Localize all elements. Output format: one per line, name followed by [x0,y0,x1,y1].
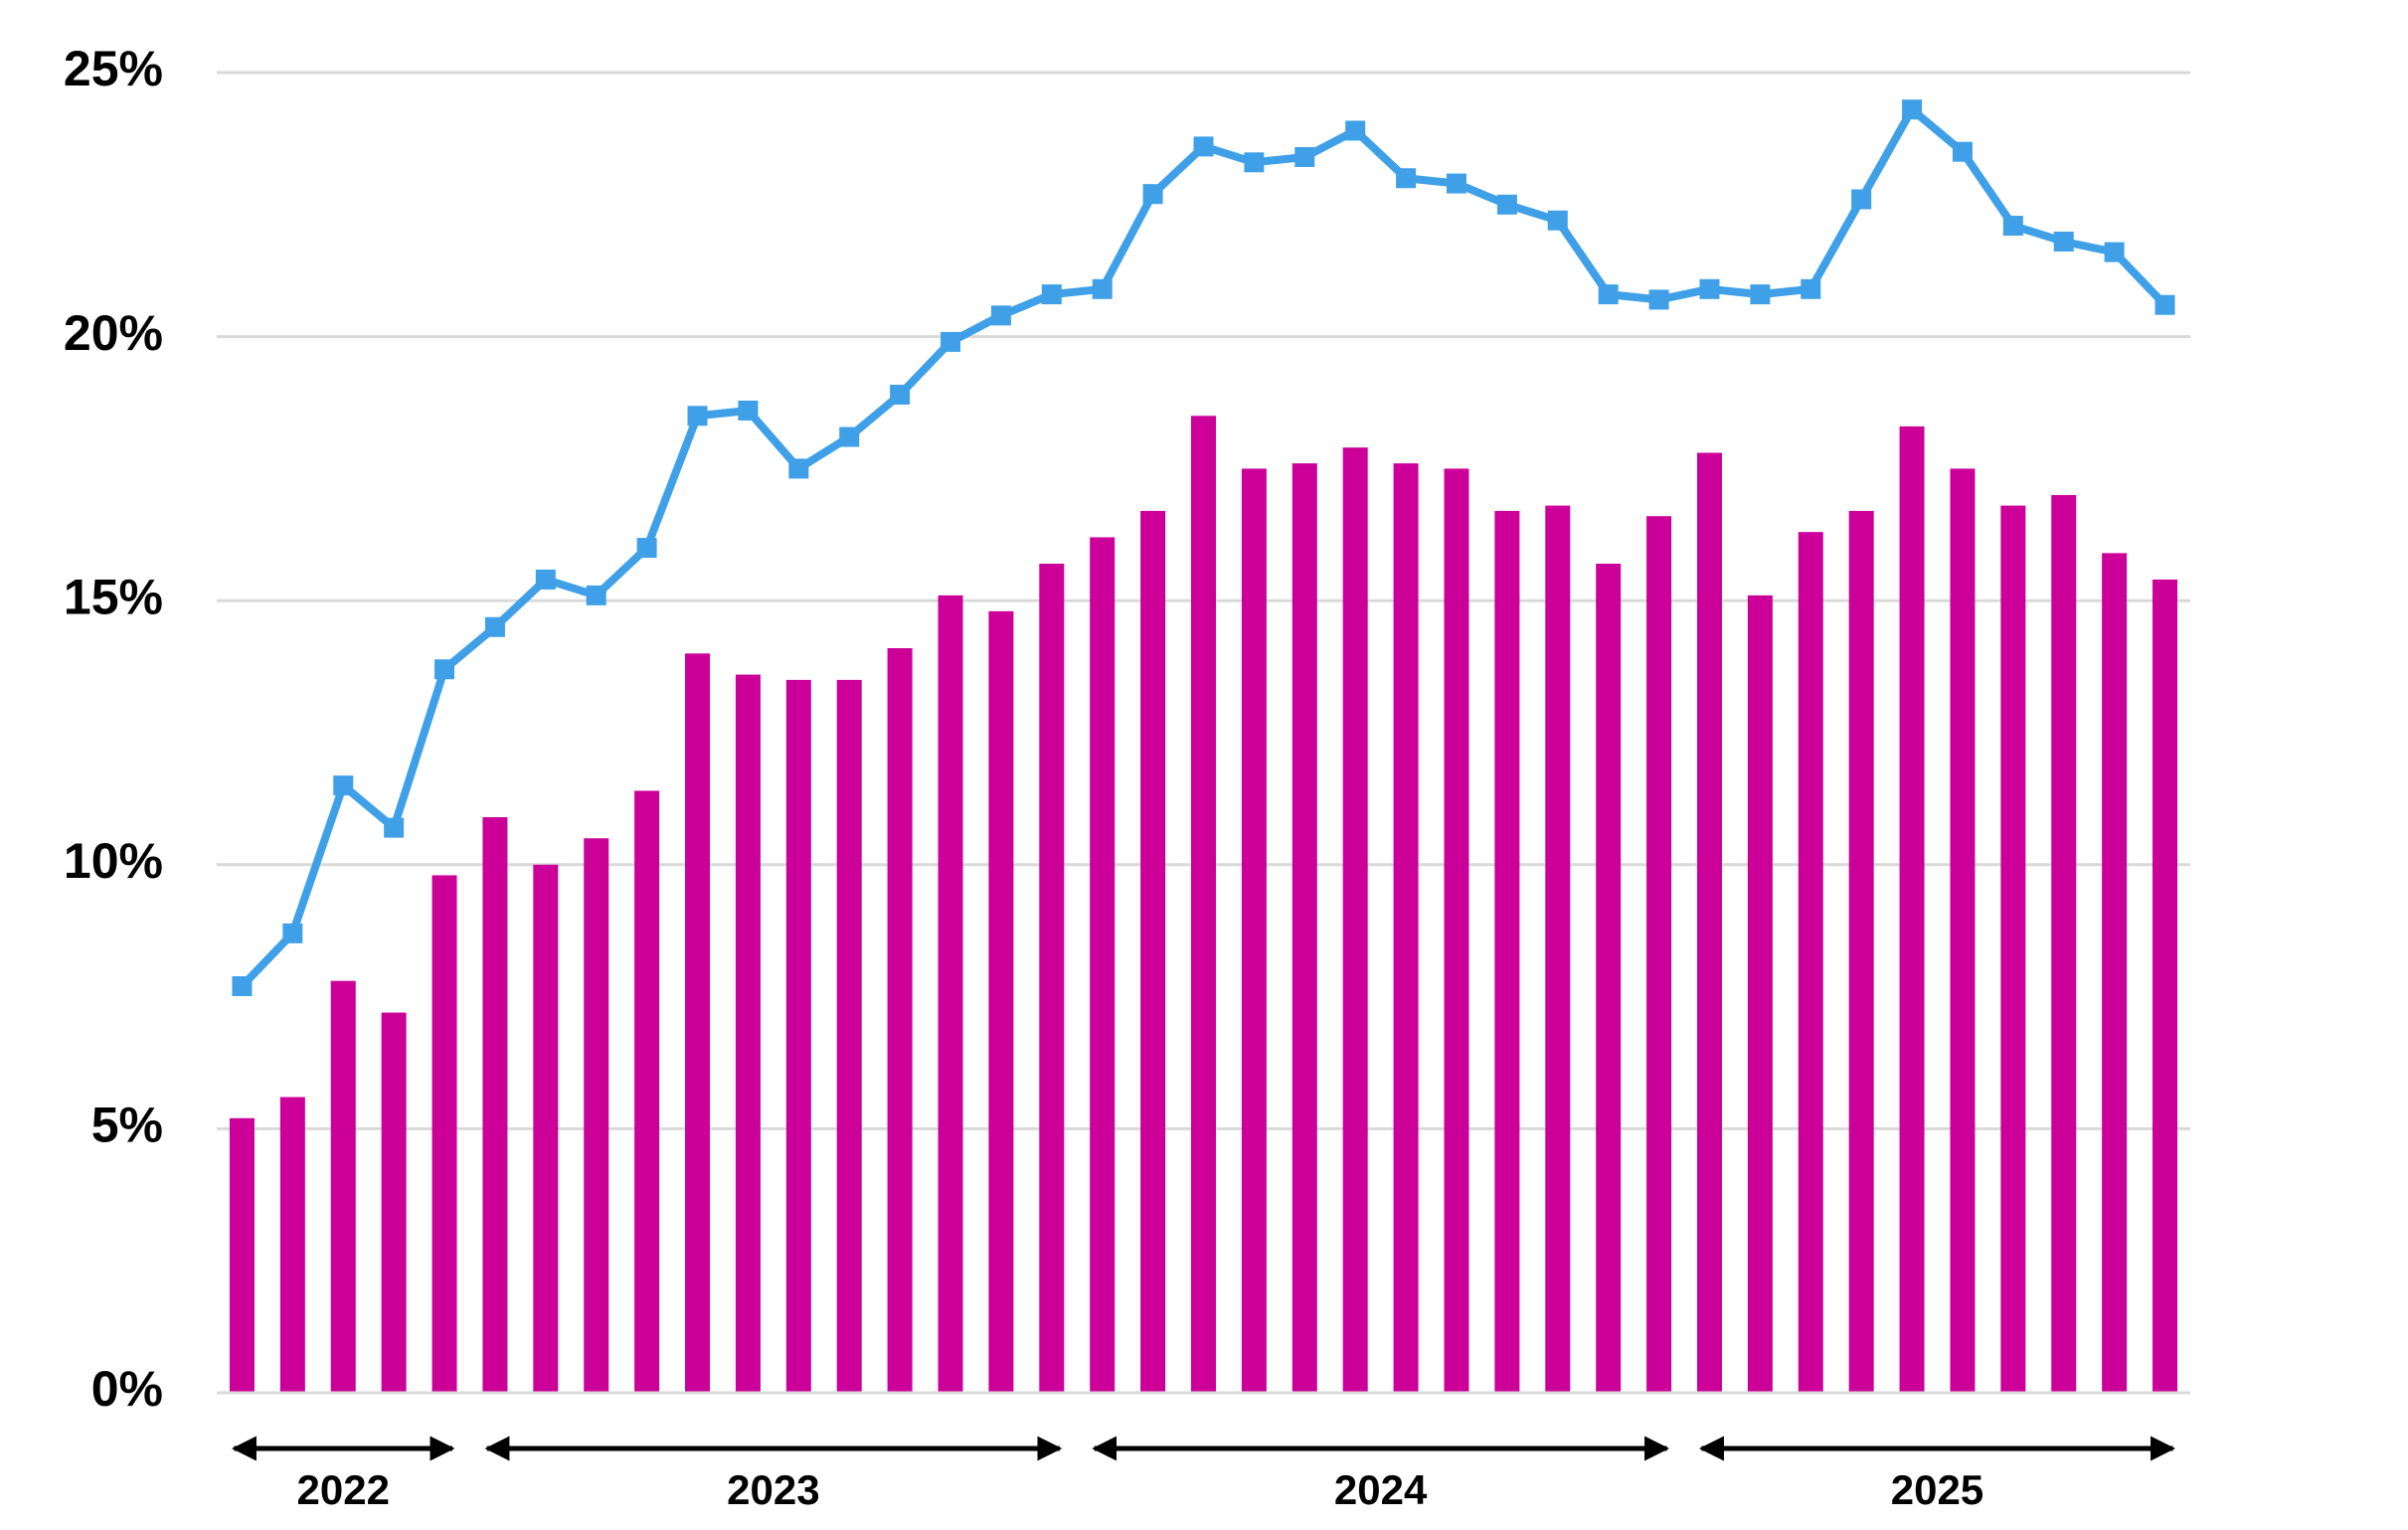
bar [938,595,963,1393]
line-marker [1902,99,1923,120]
bar [634,790,660,1393]
y-tick-label: 0% [91,1361,163,1417]
line-marker [484,616,505,637]
bar [735,674,761,1393]
bar [836,679,862,1393]
bar [381,1012,407,1393]
line-marker [738,400,759,421]
bar [1090,537,1116,1393]
line-marker [535,569,556,590]
bar [988,610,1014,1393]
bar [1291,463,1317,1393]
line-marker [636,538,657,559]
bar [1039,564,1065,1393]
line-marker [1750,284,1771,305]
bar [431,875,457,1393]
bar [1444,468,1469,1393]
line-marker [2002,216,2023,237]
line-marker [1294,146,1315,167]
line-marker [1547,210,1568,231]
bar [1646,516,1672,1393]
line-marker [1193,136,1214,157]
bar [1494,510,1520,1393]
line-marker [990,305,1011,326]
bar [1545,505,1571,1394]
line-marker [434,659,455,680]
bar [1899,425,1925,1393]
line-marker [1801,278,1821,299]
bar [1596,564,1622,1393]
line-marker [1851,189,1872,210]
line-marker [1396,168,1417,189]
bar [2000,505,2026,1394]
line-marker [1041,284,1062,305]
line-marker [333,775,354,796]
line-marker [941,331,961,352]
y-tick-label: 25% [64,41,163,96]
bar [229,1117,255,1393]
line-marker [890,385,911,406]
bar [279,1097,305,1393]
bar [1848,510,1874,1393]
bar [1140,510,1166,1393]
line-marker [1699,278,1720,299]
bar [482,816,508,1393]
line-marker [282,923,303,943]
line-marker [2104,242,2125,262]
bar [533,864,559,1393]
bar [1950,468,1976,1393]
bar [2152,579,2178,1393]
line-marker [788,458,809,479]
line-marker [1598,284,1619,305]
line-marker [1952,141,1973,162]
bar [330,980,356,1393]
bar [1798,532,1823,1393]
line-marker [1446,173,1466,194]
y-tick-label: 15% [64,569,163,624]
year-label: 2022 [297,1466,390,1513]
y-tick-label: 10% [64,833,163,889]
line-marker [839,426,860,447]
bar [2051,494,2077,1394]
bar [1342,447,1368,1394]
year-label: 2024 [1334,1466,1428,1513]
bar [2102,553,2128,1393]
bar [685,653,711,1393]
y-tick-label: 5% [91,1098,163,1153]
bar [1241,468,1267,1393]
line-marker [1092,278,1113,299]
bar [1191,416,1216,1393]
line-marker [1345,120,1366,141]
line-marker [384,817,405,838]
bar [584,838,609,1393]
line-marker [1496,194,1517,215]
year-label: 2023 [727,1466,819,1513]
year-label: 2025 [1891,1466,1983,1513]
line-marker [687,406,708,426]
line-marker [1142,184,1163,205]
line-marker [1648,289,1669,310]
bar [1393,463,1419,1393]
line-marker [1244,152,1265,173]
line-marker [586,585,606,605]
bar [785,679,811,1393]
line-marker [2154,294,2175,315]
y-tick-label: 20% [64,305,163,361]
line-marker [2053,231,2074,252]
bar [1747,595,1773,1393]
line-marker [232,975,253,996]
bar [887,648,913,1393]
bar [1696,452,1722,1393]
